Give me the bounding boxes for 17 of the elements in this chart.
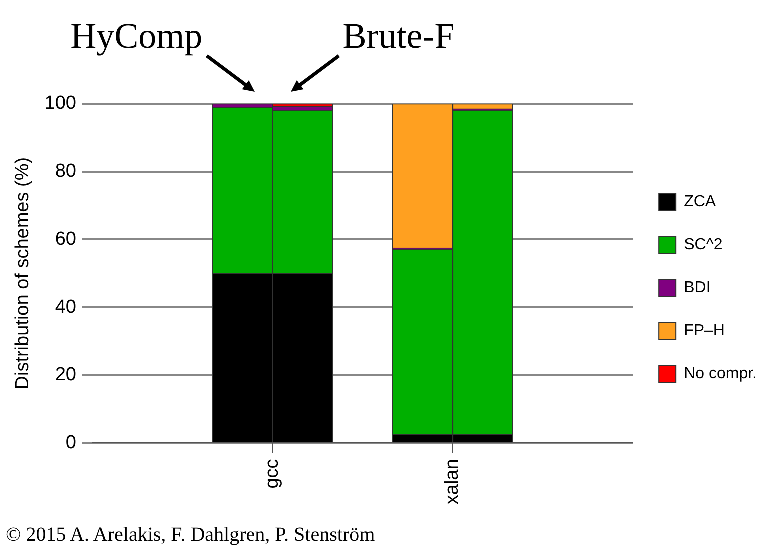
legend-label: No compr. xyxy=(684,365,758,382)
legend-label: SC^2 xyxy=(684,236,723,254)
legend-label: ZCA xyxy=(684,193,716,210)
y-tick-label: 100 xyxy=(44,93,76,114)
y-tick-label: 80 xyxy=(55,161,76,182)
text: © 2015 A. Arelakis, F. Dahlgren, P. Stenström xyxy=(6,524,376,547)
y-tick-label: 20 xyxy=(55,364,76,386)
text: HyComp xyxy=(70,16,203,56)
text: gcc xyxy=(262,459,283,489)
y-tick-label: 40 xyxy=(55,296,76,318)
legend-label: BDI xyxy=(684,279,711,296)
y-tick-label: 60 xyxy=(55,228,76,250)
y-tick-label: 0 xyxy=(66,432,76,454)
legend-label: FP–H xyxy=(684,322,725,340)
text: Brute-F xyxy=(342,16,455,56)
text: xalan xyxy=(442,459,464,505)
y-axis-title: Distribution of schemes (%) xyxy=(12,157,34,390)
